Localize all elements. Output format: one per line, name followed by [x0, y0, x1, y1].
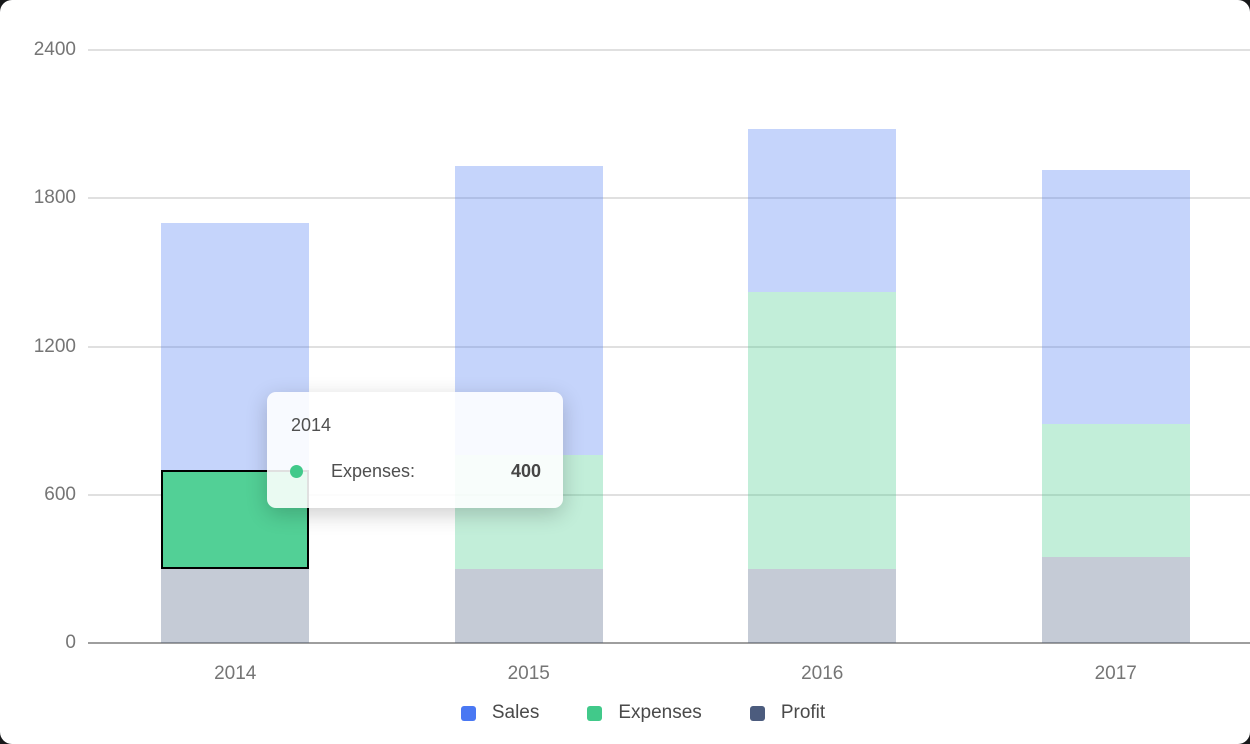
series-marker-dot-icon	[290, 465, 303, 478]
legend: Sales Expenses Profit	[18, 702, 1250, 724]
sales-swatch-icon	[460, 705, 476, 721]
y-axis-tick-label: 1800	[33, 187, 76, 209]
gridline	[88, 49, 1250, 51]
tooltip: 2014 Expenses: 400	[267, 392, 563, 508]
gridline	[88, 197, 1250, 200]
legend-label-profit: Profit	[780, 702, 826, 723]
legend-label-sales: Sales	[491, 702, 540, 723]
tooltip-series-value: 400	[510, 461, 541, 481]
x-axis-tick-label-2017: 2017	[1094, 663, 1137, 684]
tooltip-row: Expenses: 400	[290, 461, 541, 481]
x-axis-tick-label-2016: 2016	[801, 663, 844, 684]
bar-segment-sales-2017[interactable]	[1041, 170, 1190, 424]
bar-segment-sales-2016[interactable]	[748, 129, 897, 292]
profit-swatch-icon	[749, 705, 765, 721]
y-axis-tick-label: 1200	[33, 335, 76, 357]
bar-segment-profit-2015[interactable]	[454, 569, 603, 643]
legend-item-expenses[interactable]: Expenses	[587, 702, 702, 724]
legend-item-profit[interactable]: Profit	[749, 702, 826, 724]
tooltip-title: 2014	[291, 415, 332, 435]
bar-segment-expenses-2016[interactable]	[748, 292, 897, 569]
bar-segment-profit-2017[interactable]	[1041, 557, 1190, 643]
bar-segment-profit-2014[interactable]	[161, 569, 310, 643]
legend-item-sales[interactable]: Sales	[460, 702, 540, 724]
x-axis-line	[88, 642, 1250, 644]
y-axis-tick-label: 600	[44, 483, 76, 505]
x-axis-tick-label-2014: 2014	[214, 663, 257, 684]
gridline	[88, 345, 1250, 348]
legend-label-expenses: Expenses	[618, 702, 702, 723]
tooltip-series-label: Expenses:	[331, 461, 416, 481]
expenses-swatch-icon	[587, 705, 603, 721]
gridline	[88, 493, 1250, 496]
bar-segment-profit-2016[interactable]	[748, 569, 897, 643]
bar-segment-expenses-2017[interactable]	[1041, 424, 1190, 557]
y-axis-tick-label: 0	[65, 632, 76, 653]
x-axis-tick-label-2015: 2015	[507, 663, 550, 684]
y-axis-tick-label: 2400	[33, 39, 76, 60]
